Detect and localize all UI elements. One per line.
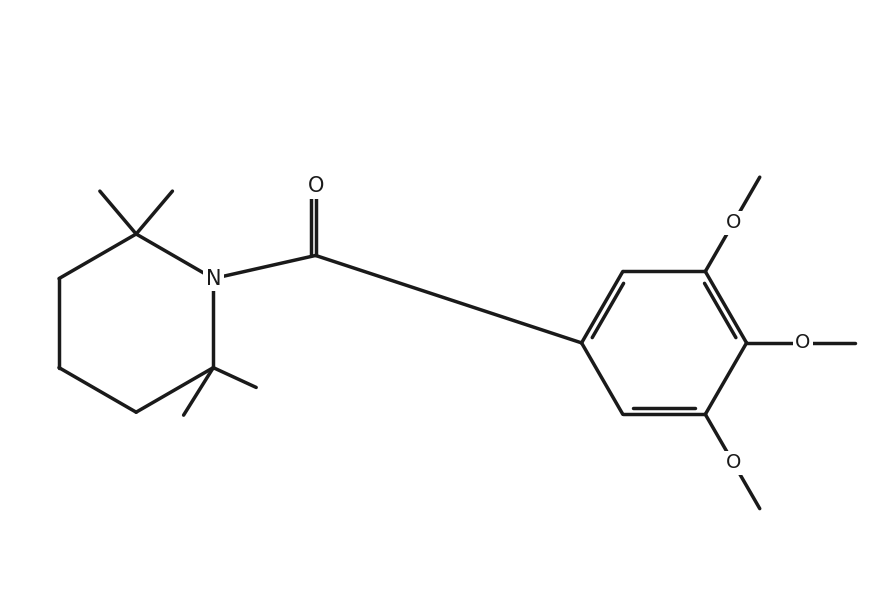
- Text: O: O: [307, 176, 323, 196]
- Text: N: N: [206, 269, 221, 289]
- Text: O: O: [726, 454, 741, 472]
- Text: O: O: [795, 334, 811, 352]
- Text: O: O: [726, 214, 741, 232]
